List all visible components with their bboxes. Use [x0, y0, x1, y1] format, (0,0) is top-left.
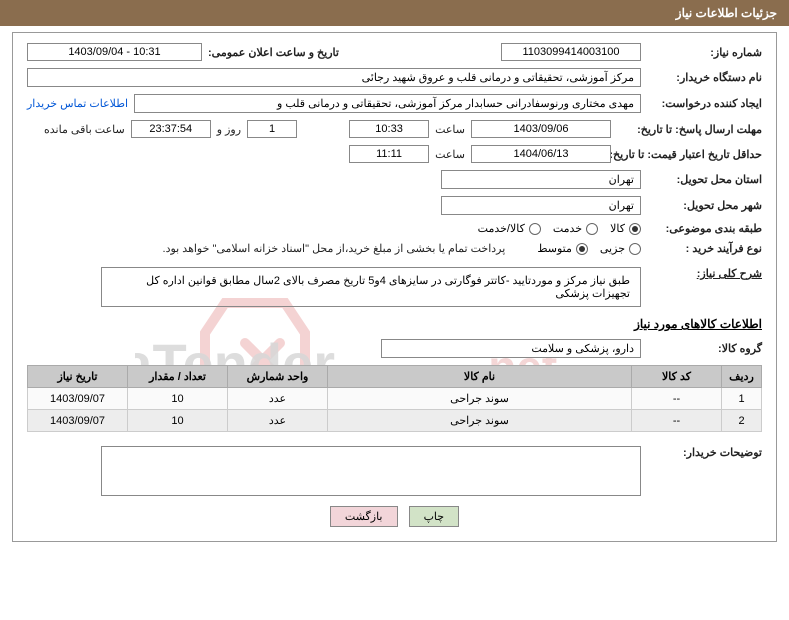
- validity-time-label: ساعت: [435, 148, 465, 161]
- purchase-type-label: نوع فرآیند خرید :: [647, 242, 762, 255]
- need-number-label: شماره نیاز:: [647, 46, 762, 59]
- requester-field: مهدی مختاری ورنوسفادرانی حسابدار مرکز آم…: [134, 94, 641, 113]
- announce-label: تاریخ و ساعت اعلان عمومی:: [208, 46, 339, 59]
- radio-icon: [529, 223, 541, 235]
- main-panel: AriaTender .net شماره نیاز: 110309941400…: [12, 32, 777, 542]
- radio-both[interactable]: کالا/خدمت: [478, 222, 541, 235]
- validity-date: 1404/06/13: [471, 145, 611, 163]
- purchase-type-group: جزیی متوسط: [537, 242, 641, 255]
- purchase-note: پرداخت تمام یا بخشی از مبلغ خرید،از محل …: [163, 242, 506, 255]
- table-cell: --: [632, 388, 722, 410]
- requester-label: ایجاد کننده درخواست:: [647, 97, 762, 110]
- th-qty: تعداد / مقدار: [128, 366, 228, 388]
- table-cell: 10: [128, 388, 228, 410]
- buyer-org-label: نام دستگاه خریدار:: [647, 71, 762, 84]
- goods-table: ردیف کد کالا نام کالا واحد شمارش تعداد /…: [27, 365, 762, 432]
- radio-medium[interactable]: متوسط: [537, 242, 588, 255]
- radio-goods[interactable]: کالا: [610, 222, 641, 235]
- province-label: استان محل تحویل:: [647, 173, 762, 186]
- table-cell: سوند جراحی: [328, 410, 632, 432]
- radio-service[interactable]: خدمت: [553, 222, 598, 235]
- panel-title: جزئیات اطلاعات نیاز: [676, 6, 777, 20]
- deadline-days: 1: [247, 120, 297, 138]
- validity-label: حداقل تاریخ اعتبار قیمت: تا تاریخ:: [617, 148, 762, 161]
- announce-field: 1403/09/04 - 10:31: [27, 43, 202, 61]
- table-cell: --: [632, 410, 722, 432]
- radio-icon: [629, 243, 641, 255]
- need-title-box: طبق نیاز مرکز و موردتایید -کاتتر فوگارتی…: [101, 267, 641, 307]
- need-title-label: شرح کلی نیاز:: [647, 267, 762, 280]
- th-code: کد کالا: [632, 366, 722, 388]
- radio-icon: [576, 243, 588, 255]
- radio-icon: [629, 223, 641, 235]
- goods-tbody: 1--سوند جراحیعدد101403/09/072--سوند جراح…: [28, 388, 762, 432]
- goods-group-field: دارو، پزشکی و سلامت: [381, 339, 641, 358]
- validity-time: 11:11: [349, 145, 429, 163]
- buyer-notes-box: [101, 446, 641, 496]
- goods-group-label: گروه کالا:: [647, 342, 762, 355]
- deadline-remain-suffix: ساعت باقی مانده: [44, 123, 125, 136]
- table-cell: عدد: [228, 410, 328, 432]
- th-date: تاریخ نیاز: [28, 366, 128, 388]
- table-cell: 1403/09/07: [28, 410, 128, 432]
- buyer-notes-label: توضیحات خریدار:: [647, 446, 762, 459]
- th-row: ردیف: [722, 366, 762, 388]
- subject-class-label: طبقه بندی موضوعی:: [647, 222, 762, 235]
- deadline-days-suffix: روز و: [217, 123, 241, 136]
- city-label: شهر محل تحویل:: [647, 199, 762, 212]
- table-row: 2--سوند جراحیعدد101403/09/07: [28, 410, 762, 432]
- table-cell: عدد: [228, 388, 328, 410]
- table-row: 1--سوند جراحیعدد101403/09/07: [28, 388, 762, 410]
- goods-section-title: اطلاعات کالاهای مورد نیاز: [27, 317, 762, 331]
- table-cell: سوند جراحی: [328, 388, 632, 410]
- deadline-date: 1403/09/06: [471, 120, 611, 138]
- buyer-org-field: مرکز آموزشی، تحقیقاتی و درمانی قلب و عرو…: [27, 68, 641, 87]
- buyer-contact-link[interactable]: اطلاعات تماس خریدار: [27, 97, 128, 110]
- subject-class-group: کالا خدمت کالا/خدمت: [478, 222, 641, 235]
- panel-header: جزئیات اطلاعات نیاز: [0, 0, 789, 26]
- table-cell: 10: [128, 410, 228, 432]
- deadline-time: 10:33: [349, 120, 429, 138]
- deadline-remain: 23:37:54: [131, 120, 211, 138]
- radio-icon: [586, 223, 598, 235]
- need-number-field: 1103099414003100: [501, 43, 641, 61]
- print-button[interactable]: چاپ: [409, 506, 460, 527]
- radio-minor[interactable]: جزیی: [600, 242, 641, 255]
- deadline-label: مهلت ارسال پاسخ: تا تاریخ:: [617, 123, 762, 136]
- table-cell: 2: [722, 410, 762, 432]
- deadline-time-label: ساعت: [435, 123, 465, 136]
- th-unit: واحد شمارش: [228, 366, 328, 388]
- back-button[interactable]: بازگشت: [330, 506, 398, 527]
- button-row: چاپ بازگشت: [27, 506, 762, 527]
- province-field: تهران: [441, 170, 641, 189]
- table-cell: 1: [722, 388, 762, 410]
- table-cell: 1403/09/07: [28, 388, 128, 410]
- th-name: نام کالا: [328, 366, 632, 388]
- city-field: تهران: [441, 196, 641, 215]
